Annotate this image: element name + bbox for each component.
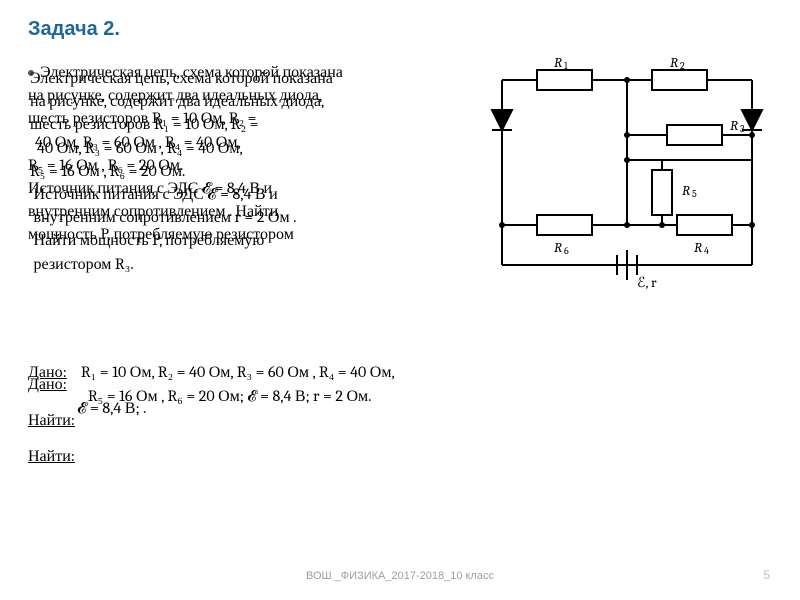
svg-text:R: R: [554, 239, 562, 256]
given-value: 𝓔 = 8,4 В; .: [77, 399, 146, 417]
svg-text:ℰ, r: ℰ, r: [637, 274, 657, 290]
svg-text:R: R: [554, 55, 562, 71]
svg-text:3: 3: [740, 123, 745, 135]
resistor-vals: R₅ = 16 Ом , R₆ = 20 Ом.: [30, 162, 185, 180]
p-line: на рисунке, содержит два идеальных диода…: [30, 92, 324, 110]
svg-text:2: 2: [680, 60, 685, 72]
problem-text-overlapping: Электрическая цепь, схема которой показа…: [28, 61, 473, 321]
svg-text:R: R: [682, 182, 690, 199]
svg-text:4: 4: [704, 245, 709, 257]
given-label: Дано:: [28, 372, 67, 396]
svg-text:R: R: [730, 117, 738, 134]
resistor-vals: R₁ = 10 Ом, R₂ =: [154, 115, 259, 133]
src-line: внутренним сопротивлением r = 2 Ом .: [34, 208, 297, 226]
circuit-diagram: R1 R2 R3 R5 R6 R4: [482, 55, 772, 290]
given-block: Дано: R₁ = 10 Ом, R₂ = 40 Ом, R₃ = 60 Ом…: [28, 360, 768, 480]
slide-title: Задача 2.: [28, 18, 772, 41]
src-line: Найти мощность P, потребляемую: [34, 231, 265, 249]
src-line: резистором R₃.: [34, 255, 134, 273]
find-label: Найти:: [28, 444, 75, 468]
svg-text:R: R: [694, 239, 702, 256]
svg-text:1: 1: [564, 60, 568, 72]
footer-text: ВОШ _ФИЗИКА_2017-2018_10 класс: [0, 570, 800, 582]
svg-text:6: 6: [564, 245, 569, 257]
p-line: шесть резисторов: [30, 115, 150, 133]
src-line: Источник питания с ЭДС 𝓔 = 8,4 В и: [34, 185, 278, 203]
p-line: Электрическая цепь, схема которой показа…: [30, 69, 333, 87]
resistor-vals: 40 Ом, R₃ = 60 Ом , R₄ = 40 Ом,: [37, 139, 243, 157]
svg-text:R: R: [670, 55, 678, 71]
page-number: 5: [763, 568, 770, 582]
svg-text:5: 5: [692, 188, 697, 200]
